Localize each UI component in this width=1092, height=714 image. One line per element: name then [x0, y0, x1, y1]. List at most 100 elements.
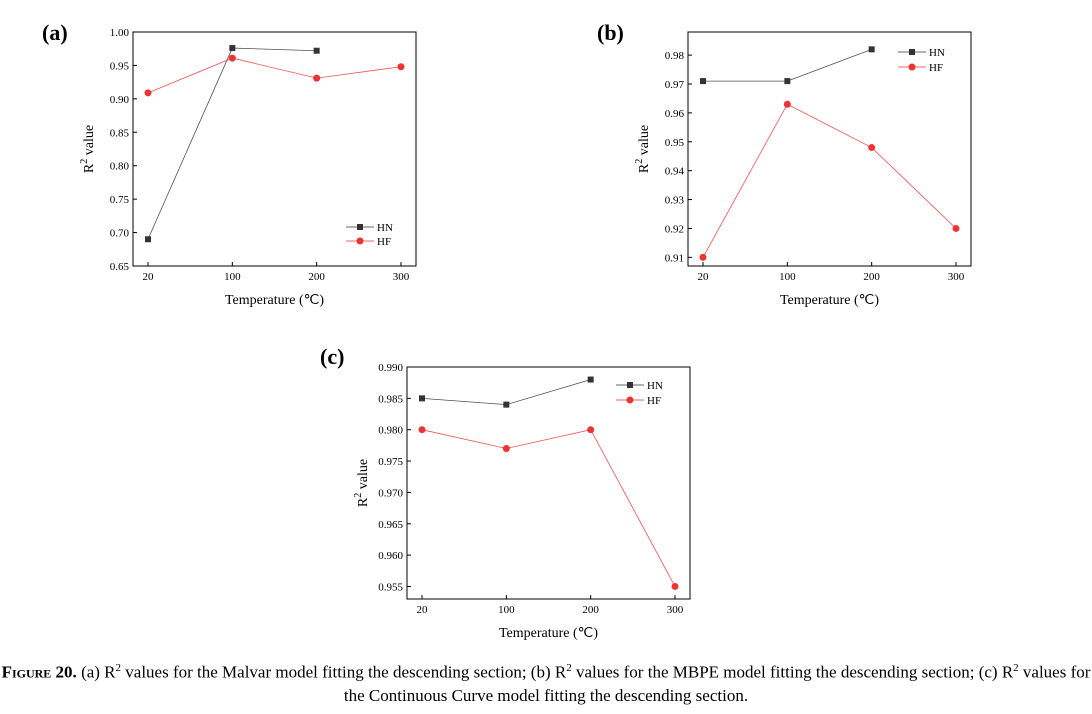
caption-text-4: values for the Continuous Curve model fi… [343, 662, 1091, 705]
series-line-hf [421, 429, 676, 587]
data-point-hf [313, 74, 321, 82]
y-tick-label: 0.90 [110, 94, 130, 106]
series-line-hn [421, 379, 591, 406]
data-point-hf [699, 253, 707, 261]
data-point-hn [587, 376, 594, 383]
data-point-hn [503, 401, 510, 408]
chart-panel-c: (c) 0.955 0.960 0.965 0.970 0.975 0.980 0.985 0.… [320, 344, 691, 641]
data-point-hn [784, 78, 791, 85]
x-tick-label: 300 [393, 271, 410, 283]
x-tick-label: 300 [948, 271, 965, 283]
data-point-hn [145, 236, 151, 243]
data-point-hn [419, 395, 425, 402]
data-point-hf [671, 582, 679, 590]
x-tick-label: 200 [308, 271, 325, 283]
y-tick-label: 0.975 [378, 456, 403, 468]
y-tick-label: 0.980 [378, 425, 403, 437]
plot-frame [687, 31, 972, 267]
x-axis-title: Temperature (℃) [499, 626, 598, 641]
data-point-hf [868, 144, 876, 152]
panel-label: (b) [597, 20, 624, 45]
legend-label: HF [647, 395, 661, 407]
x-tick-label: 200 [582, 604, 599, 616]
data-point-hf [952, 224, 960, 232]
x-tick-label: 100 [498, 604, 515, 616]
y-tick-label: 0.65 [110, 261, 130, 273]
caption-text-2: values for the Malvar model fitting the … [121, 662, 567, 682]
series-line-hf [147, 57, 402, 94]
x-tick-label: 20 [698, 271, 710, 283]
data-point-hf [587, 426, 595, 434]
data-point-hf [144, 89, 152, 97]
y-tick-label: 1.00 [110, 27, 130, 39]
y-axis-title: R2 value [634, 125, 652, 173]
data-point-hn [700, 78, 706, 85]
caption-superscript-3: 2 [1013, 662, 1019, 674]
y-tick-label: 0.70 [110, 228, 130, 240]
legend-marker [908, 63, 916, 71]
legend-marker [356, 237, 364, 245]
figure-canvas: (a) 0.65 0.70 0.75 0.80 0.85 0.90 0.95 1.00 20 100… [42, 20, 972, 641]
y-tick-label: 0.970 [378, 487, 403, 499]
y-tick-label: 0.955 [378, 581, 403, 593]
y-tick-label: 0.96 [665, 108, 685, 120]
y-tick-label: 0.960 [378, 550, 403, 562]
y-tick-label: 0.965 [378, 519, 403, 531]
data-point-hf [397, 63, 405, 71]
chart-panel-b: (b) 0.91 0.92 0.93 0.94 0.95 0.96 0.97 0.98 20 100… [597, 20, 972, 308]
caption-text-1: (a) R [76, 662, 116, 682]
caption-text-3: values for the MBPE model fitting the de… [571, 662, 1014, 682]
panel-label: (c) [320, 344, 344, 369]
y-tick-label: 0.95 [110, 60, 130, 72]
legend-label: HN [647, 380, 663, 392]
y-tick-label: 0.98 [665, 50, 685, 62]
data-point-hf [228, 54, 236, 62]
y-tick-label: 0.94 [665, 166, 685, 178]
y-tick-label: 0.990 [378, 362, 403, 374]
x-tick-label: 100 [779, 271, 796, 283]
y-tick-label: 0.80 [110, 161, 130, 173]
legend-label: HN [929, 47, 945, 59]
legend-marker [627, 382, 633, 388]
data-point-hn [868, 46, 875, 53]
y-tick-label: 0.85 [110, 127, 130, 139]
caption-label: Figure 20. [1, 662, 77, 682]
series-line-hn [147, 47, 317, 240]
y-tick-label: 0.75 [110, 194, 130, 206]
x-tick-label: 20 [417, 604, 429, 616]
legend-marker [357, 224, 363, 230]
y-tick-label: 0.91 [665, 252, 684, 264]
legend-label: HN [377, 222, 393, 234]
data-point-hf [783, 100, 791, 108]
caption-superscript-2: 2 [566, 662, 572, 674]
y-tick-label: 0.93 [665, 195, 685, 207]
series-line-hn [703, 48, 872, 82]
chart-panel-a: (a) 0.65 0.70 0.75 0.80 0.85 0.90 0.95 1.00 20 100… [42, 20, 417, 308]
caption-superscript-1: 2 [115, 662, 122, 674]
y-tick-label: 0.95 [665, 137, 685, 149]
plot-frame [406, 366, 691, 600]
legend-label: HF [377, 236, 391, 248]
data-point-hf [502, 445, 510, 453]
series-line-hf [702, 103, 957, 258]
figure-caption: Figure 20. (a) R2 values for the Malvar … [0, 657, 1092, 707]
x-axis-title: Temperature (℃) [225, 293, 324, 308]
y-tick-label: 0.985 [378, 393, 403, 405]
y-axis-title: R2 value [353, 459, 371, 507]
y-axis-title: R2 value [79, 125, 97, 173]
x-tick-label: 300 [667, 604, 684, 616]
y-tick-label: 0.92 [665, 223, 684, 235]
x-tick-label: 20 [143, 271, 155, 283]
x-tick-label: 200 [863, 271, 880, 283]
plot-frame [132, 31, 417, 267]
x-axis-title: Temperature (℃) [780, 293, 879, 308]
legend-marker [909, 49, 915, 55]
legend-label: HF [929, 62, 943, 74]
data-point-hn [313, 47, 320, 54]
x-tick-label: 100 [224, 271, 241, 283]
data-point-hn [229, 45, 236, 52]
legend-marker [626, 396, 634, 404]
data-point-hf [418, 426, 426, 434]
panel-label: (a) [42, 20, 68, 45]
y-tick-label: 0.97 [665, 79, 685, 91]
